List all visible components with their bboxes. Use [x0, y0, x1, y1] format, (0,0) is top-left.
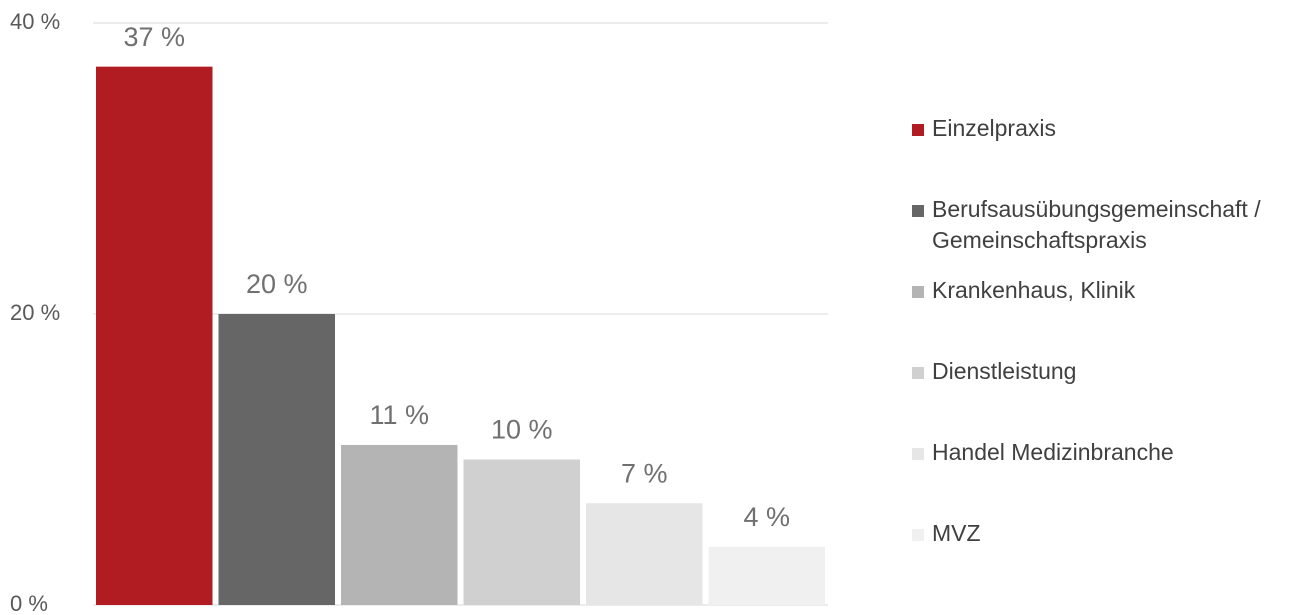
- legend-swatch: [912, 367, 924, 379]
- data-label: 37 %: [123, 22, 185, 52]
- data-label: 4 %: [743, 502, 790, 532]
- legend-swatch: [912, 124, 924, 136]
- legend-label: Berufsausübungsgemeinschaft / Gemeinscha…: [932, 196, 1267, 253]
- data-label: 11 %: [369, 400, 429, 430]
- legend-swatch: [912, 286, 924, 298]
- y-tick-label: 40 %: [10, 9, 60, 34]
- bar: [341, 444, 458, 605]
- bar: [708, 546, 825, 605]
- bar: [218, 314, 335, 605]
- data-label: 7 %: [621, 458, 668, 488]
- data-label: 20 %: [246, 269, 308, 299]
- data-label: 10 %: [491, 415, 553, 445]
- legend-label: Krankenhaus, Klinik: [932, 277, 1136, 303]
- legend-swatch: [912, 448, 924, 460]
- bar: [96, 66, 213, 605]
- legend-label: Handel Medizinbranche: [932, 439, 1174, 465]
- bar: [586, 503, 703, 605]
- bar: [463, 459, 580, 605]
- y-tick-label: 20 %: [10, 300, 60, 325]
- legend-swatch: [912, 205, 924, 217]
- legend-label: Einzelpraxis: [932, 115, 1056, 141]
- legend-label: Dienstleistung: [932, 358, 1076, 384]
- y-tick-label: 0 %: [10, 591, 48, 615]
- legend-label: MVZ: [932, 520, 981, 546]
- legend-swatch: [912, 529, 924, 541]
